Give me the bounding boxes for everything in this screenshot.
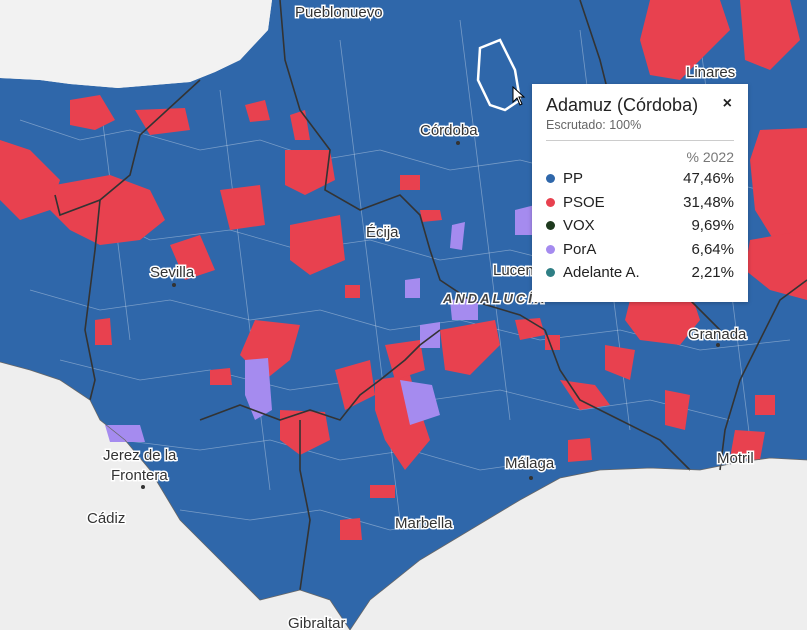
- psoe-municipalities[interactable]: [0, 0, 807, 540]
- close-icon[interactable]: ×: [722, 95, 732, 112]
- result-row: Adelante A. 2,21%: [546, 261, 734, 285]
- sea-area: [0, 362, 350, 630]
- label-pueblonuevo: Pueblonuevo: [295, 4, 383, 21]
- mouse-cursor-icon: [512, 86, 526, 106]
- label-region: ANDALUCÍA: [442, 291, 547, 306]
- label-gibraltar: Gibraltar: [288, 615, 346, 630]
- label-linares: Linares: [686, 64, 735, 81]
- results-list: PP 47,46% PSOE 31,48% VOX 9,69% PorA 6,64% Adela…: [546, 167, 734, 285]
- label-sevilla: Sevilla: [150, 264, 195, 281]
- municipality-popup: Adamuz (Córdoba) × Escrutado: 100% % 202…: [532, 84, 748, 302]
- party-percentage: 47,46%: [683, 170, 734, 188]
- label-lucena: Lucena: [493, 262, 543, 279]
- popup-title: Adamuz (Córdoba): [546, 95, 699, 115]
- party-color-dot: [546, 221, 555, 231]
- label-cadiz: Cádiz: [87, 510, 125, 527]
- party-color-dot: [546, 244, 555, 254]
- pora-municipalities[interactable]: [105, 205, 535, 442]
- coastline: [0, 361, 807, 630]
- party-name: PSOE: [563, 193, 605, 211]
- popup-subtitle: Escrutado: 100%: [546, 118, 734, 141]
- party-color-dot: [546, 268, 555, 278]
- label-marbella: Marbella: [395, 515, 453, 532]
- party-name: Adelante A.: [563, 264, 640, 282]
- label-ecija: Écija: [366, 224, 399, 241]
- party-percentage: 31,48%: [683, 193, 734, 211]
- label-motril: Motril: [717, 450, 754, 467]
- party-name: VOX: [563, 217, 595, 235]
- party-color-dot: [546, 174, 555, 184]
- label-jerez-line2: Frontera: [111, 467, 168, 484]
- result-row: PSOE 31,48%: [546, 191, 734, 215]
- party-percentage: 9,69%: [691, 217, 734, 235]
- party-percentage: 6,64%: [691, 240, 734, 258]
- result-row: VOX 9,69%: [546, 214, 734, 238]
- party-name: PP: [563, 170, 584, 188]
- popup-column-header: % 2022: [686, 149, 734, 165]
- label-granada: Granada: [688, 326, 747, 343]
- party-color-dot: [546, 197, 555, 207]
- result-row: PorA 6,64%: [546, 238, 734, 262]
- label-jerez-line1: Jerez de la: [103, 447, 177, 464]
- sea-area: [350, 458, 807, 630]
- label-cordoba: Córdoba: [420, 122, 478, 139]
- party-percentage: 2,21%: [691, 264, 734, 282]
- province-borders: [54, 0, 807, 591]
- selected-municipality-adamuz[interactable]: [476, 38, 522, 112]
- party-name: PorA: [563, 240, 597, 258]
- city-markers: [141, 141, 720, 489]
- result-row: PP 47,46%: [546, 167, 734, 191]
- foreign-territory: [0, 0, 272, 88]
- label-malaga: Málaga: [505, 455, 555, 472]
